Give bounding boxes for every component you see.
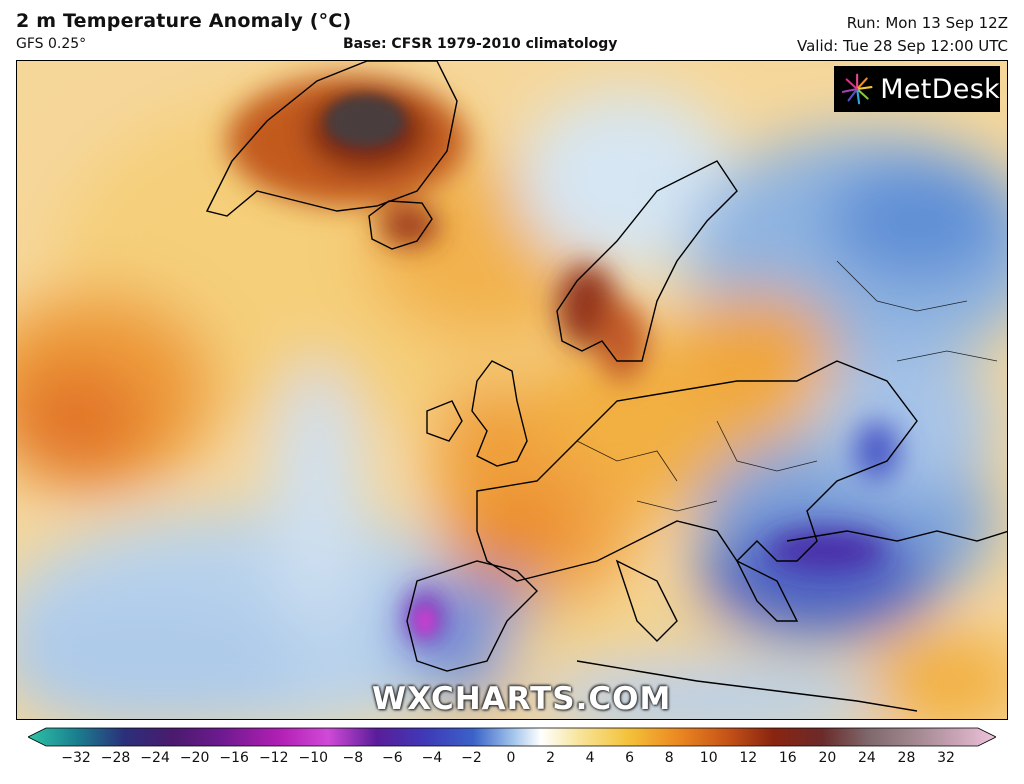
legend-tick-label: −10 xyxy=(298,750,329,766)
legend-tick-label: 24 xyxy=(857,750,876,766)
legend-tick-label: 6 xyxy=(625,750,635,766)
anomaly-map[interactable]: MetDesk WXCHARTS.COM xyxy=(16,60,1008,720)
base-climatology-label: Base: CFSR 1979-2010 climatology xyxy=(343,36,618,52)
run-time-label: Run: Mon 13 Sep 12Z xyxy=(846,14,1008,32)
legend-tick-label: −16 xyxy=(219,750,249,766)
legend-tick-label: 32 xyxy=(937,750,955,766)
legend-tick-label: 20 xyxy=(818,750,837,766)
color-legend: −32 −28 −24 −20 −16 −12 −10 −8 −6 −4 −2 0 2 4 6 8 10 12 16… xyxy=(27,726,997,776)
legend-tick-label: 28 xyxy=(897,750,916,766)
metdesk-logo: MetDesk xyxy=(834,66,1000,112)
legend-tick-label: −24 xyxy=(140,750,170,766)
legend-tick-label: 8 xyxy=(664,750,674,766)
legend-tick-label: 0 xyxy=(506,750,516,766)
legend-tick-label: −8 xyxy=(342,750,364,766)
legend-tick-label: −28 xyxy=(100,750,131,766)
legend-colorbar xyxy=(27,727,997,747)
legend-tick-label: 16 xyxy=(778,750,797,766)
coastlines xyxy=(205,61,1007,712)
legend-tick-label: −6 xyxy=(382,750,403,766)
valid-time-label: Valid: Tue 28 Sep 12:00 UTC xyxy=(797,37,1008,55)
anomaly-field xyxy=(17,91,1007,719)
legend-tick-label: −32 xyxy=(61,750,91,766)
map-header: 2 m Temperature Anomaly (°C) GFS 0.25° B… xyxy=(0,0,1024,58)
map-canvas xyxy=(17,61,1007,719)
legend-tick-label: 2 xyxy=(546,750,555,766)
model-label: GFS 0.25° xyxy=(16,36,87,52)
legend-tick-label: 10 xyxy=(699,750,718,766)
legend-tick-label: −2 xyxy=(461,750,482,766)
metdesk-burst-icon xyxy=(841,73,873,105)
metdesk-logo-text: MetDesk xyxy=(880,73,1000,105)
map-title: 2 m Temperature Anomaly (°C) xyxy=(16,10,352,32)
legend-tick-label: 4 xyxy=(585,750,595,766)
legend-tick-label: −12 xyxy=(258,750,289,766)
legend-tick-label: −20 xyxy=(179,750,210,766)
legend-tick-label: 12 xyxy=(739,750,758,766)
wxcharts-watermark: WXCHARTS.COM xyxy=(372,681,672,717)
legend-tick-label: −4 xyxy=(421,750,443,766)
